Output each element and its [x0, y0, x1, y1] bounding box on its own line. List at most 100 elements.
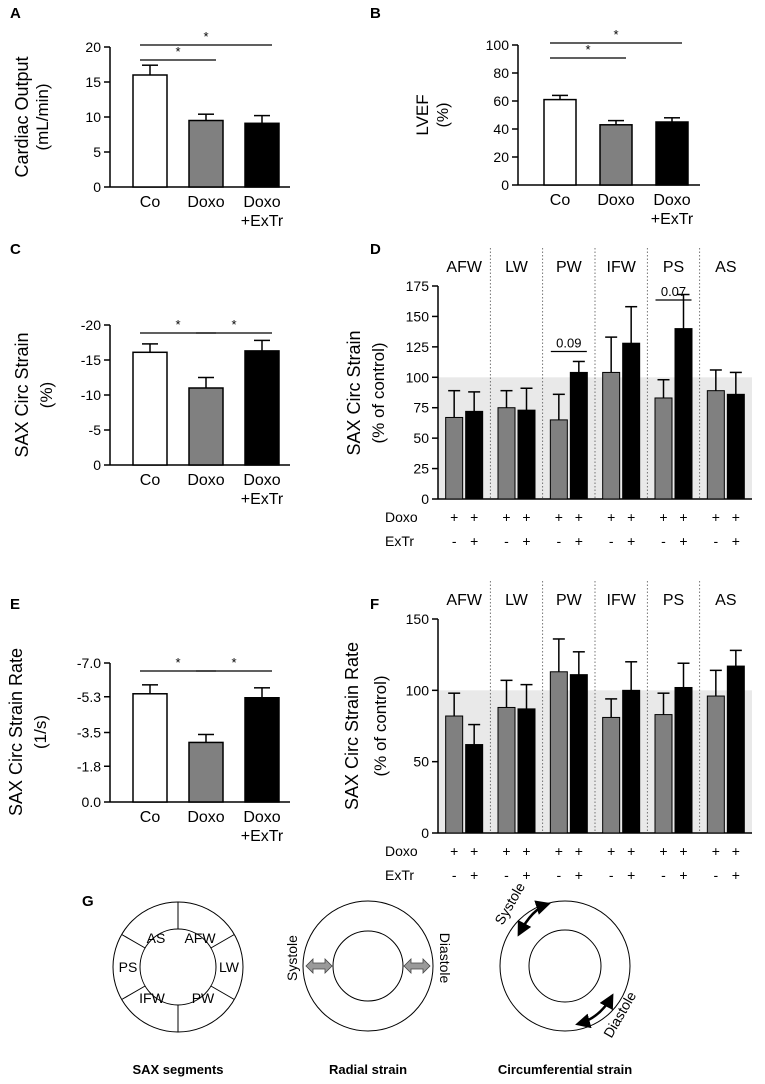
segment-label-afw: AFW: [184, 930, 216, 946]
y-tick-label: 150: [406, 308, 430, 324]
significance-label: *: [231, 317, 236, 332]
x-tick-label: Co: [140, 194, 161, 211]
y-axis-unit: (% of control): [369, 342, 388, 443]
treatment-mark: -: [504, 533, 509, 549]
significance-label: *: [175, 317, 180, 332]
treatment-mark: -: [609, 533, 614, 549]
y-tick-label: 0: [421, 825, 429, 841]
segment-label: AFW: [446, 592, 482, 609]
bar-doxo-extr: [244, 350, 280, 466]
treatment-mark: -: [713, 867, 718, 883]
bar-doxo: [497, 407, 516, 500]
panel-e-sax-circ-strain-rate-chart: E 0.0 -1.8 -3.5 -5.3 -7.0 SAX Circ Strain Rate…: [6, 596, 290, 845]
segment-label: PW: [556, 592, 583, 609]
panel-letter: G: [82, 893, 94, 910]
significance-label: *: [613, 27, 618, 42]
treatment-mark: +: [627, 509, 635, 525]
treatment-mark: +: [575, 867, 583, 883]
sax-segments-diagram: AS AFW LW PW IFW PS SAX segments: [112, 901, 244, 1077]
p-value-label: 0.07: [661, 284, 686, 299]
y-axis-label: SAX Circ Strain Rate: [342, 642, 362, 810]
bar-co: [132, 351, 168, 466]
treatment-mark: -: [556, 867, 561, 883]
x-tick-label: Doxo: [597, 192, 634, 209]
segment-divider: [210, 934, 235, 949]
treatment-mark: +: [575, 843, 583, 859]
bar-doxo-extr: [244, 697, 280, 803]
treatment-mark: +: [627, 867, 635, 883]
segment-label-ifw: IFW: [139, 990, 165, 1006]
treatment-mark: +: [659, 509, 667, 525]
panel-f-segmental-strain-rate-chart: F 0 50 100 150 SAX Circ Strain Rate (% of cont…: [342, 581, 752, 883]
bar-doxo: [599, 124, 633, 186]
panel-c-sax-circ-strain-chart: C 0 -5 -10 -15 -20 SAX Circ Strain (%) Co Doxo Dox…: [10, 241, 290, 508]
bar-doxo: [497, 706, 516, 834]
bar-doxo-extr: [517, 409, 536, 500]
bar-doxo: [549, 671, 568, 834]
panel-letter: F: [370, 596, 379, 613]
panel-a-cardiac-output-chart: A 0 5 10 15 20 Cardiac Output (mL/min) Co Doxo Dox…: [10, 5, 290, 230]
x-tick-label: Doxo: [187, 194, 224, 211]
y-axis-label: SAX Circ Strain Rate: [6, 648, 26, 816]
x-tick-label: +ExTr: [241, 828, 284, 845]
bar-co: [132, 693, 168, 803]
treatment-mark: -: [556, 533, 561, 549]
segment-label-pw: PW: [192, 990, 215, 1006]
y-tick-label: 20: [493, 149, 509, 165]
x-tick-label: +ExTr: [241, 213, 284, 230]
y-tick-label: 100: [406, 369, 430, 385]
x-tick-label: Doxo: [653, 192, 690, 209]
y-tick-label: -20: [81, 317, 101, 333]
treatment-mark: +: [470, 509, 478, 525]
panel-letter: A: [10, 5, 21, 22]
treatment-mark: +: [470, 843, 478, 859]
treatment-mark: +: [712, 843, 720, 859]
y-axis-label: SAX Circ Strain: [12, 332, 32, 457]
treatment-mark: +: [679, 533, 687, 549]
treatment-mark: +: [659, 843, 667, 859]
significance-label: *: [231, 655, 236, 670]
bar-doxo-extr: [655, 121, 689, 186]
y-tick-label: 60: [493, 93, 509, 109]
y-tick-label: 175: [406, 278, 430, 294]
bar-doxo: [445, 715, 464, 834]
segment-label: LW: [505, 259, 529, 276]
treatment-mark: -: [713, 533, 718, 549]
radial-strain-title: Radial strain: [329, 1062, 407, 1077]
curved-arrow-icon: [517, 900, 551, 937]
panel-letter: C: [10, 241, 21, 258]
segment-label: PS: [663, 592, 684, 609]
treatment-mark: +: [627, 533, 635, 549]
treatment-mark: +: [555, 509, 563, 525]
segment-label: LW: [505, 592, 529, 609]
treatment-mark: +: [555, 843, 563, 859]
x-tick-label: Doxo: [187, 472, 224, 489]
y-tick-label: 150: [406, 611, 430, 627]
x-tick-label: Doxo: [243, 194, 280, 211]
y-tick-label: 10: [85, 109, 101, 125]
treatment-mark: +: [679, 843, 687, 859]
segment-divider: [210, 985, 235, 1000]
y-tick-label: 5: [93, 144, 101, 160]
bar-doxo-extr: [726, 393, 745, 500]
bar-doxo: [445, 416, 464, 500]
segment-label-as: AS: [147, 930, 166, 946]
treatment-mark: +: [575, 509, 583, 525]
significance-label: *: [203, 29, 208, 44]
bar-doxo: [706, 695, 725, 834]
y-tick-label: 100: [406, 682, 430, 698]
treatment-row-label: Doxo: [385, 843, 418, 859]
panel-letter: E: [10, 596, 20, 613]
y-axis-unit: (1/s): [31, 715, 50, 749]
p-value-label: 0.09: [556, 335, 581, 350]
bar-doxo-extr: [622, 689, 641, 834]
inner-ring: [332, 930, 404, 1002]
treatment-mark: +: [732, 533, 740, 549]
y-tick-label: -1.8: [77, 758, 101, 774]
bar-doxo-extr: [569, 674, 588, 834]
bar-doxo-extr: [465, 744, 484, 834]
bar-co: [543, 98, 577, 186]
bar-doxo-extr: [622, 342, 641, 500]
segment-label-ps: PS: [119, 959, 138, 975]
treatment-row-label: Doxo: [385, 509, 418, 525]
